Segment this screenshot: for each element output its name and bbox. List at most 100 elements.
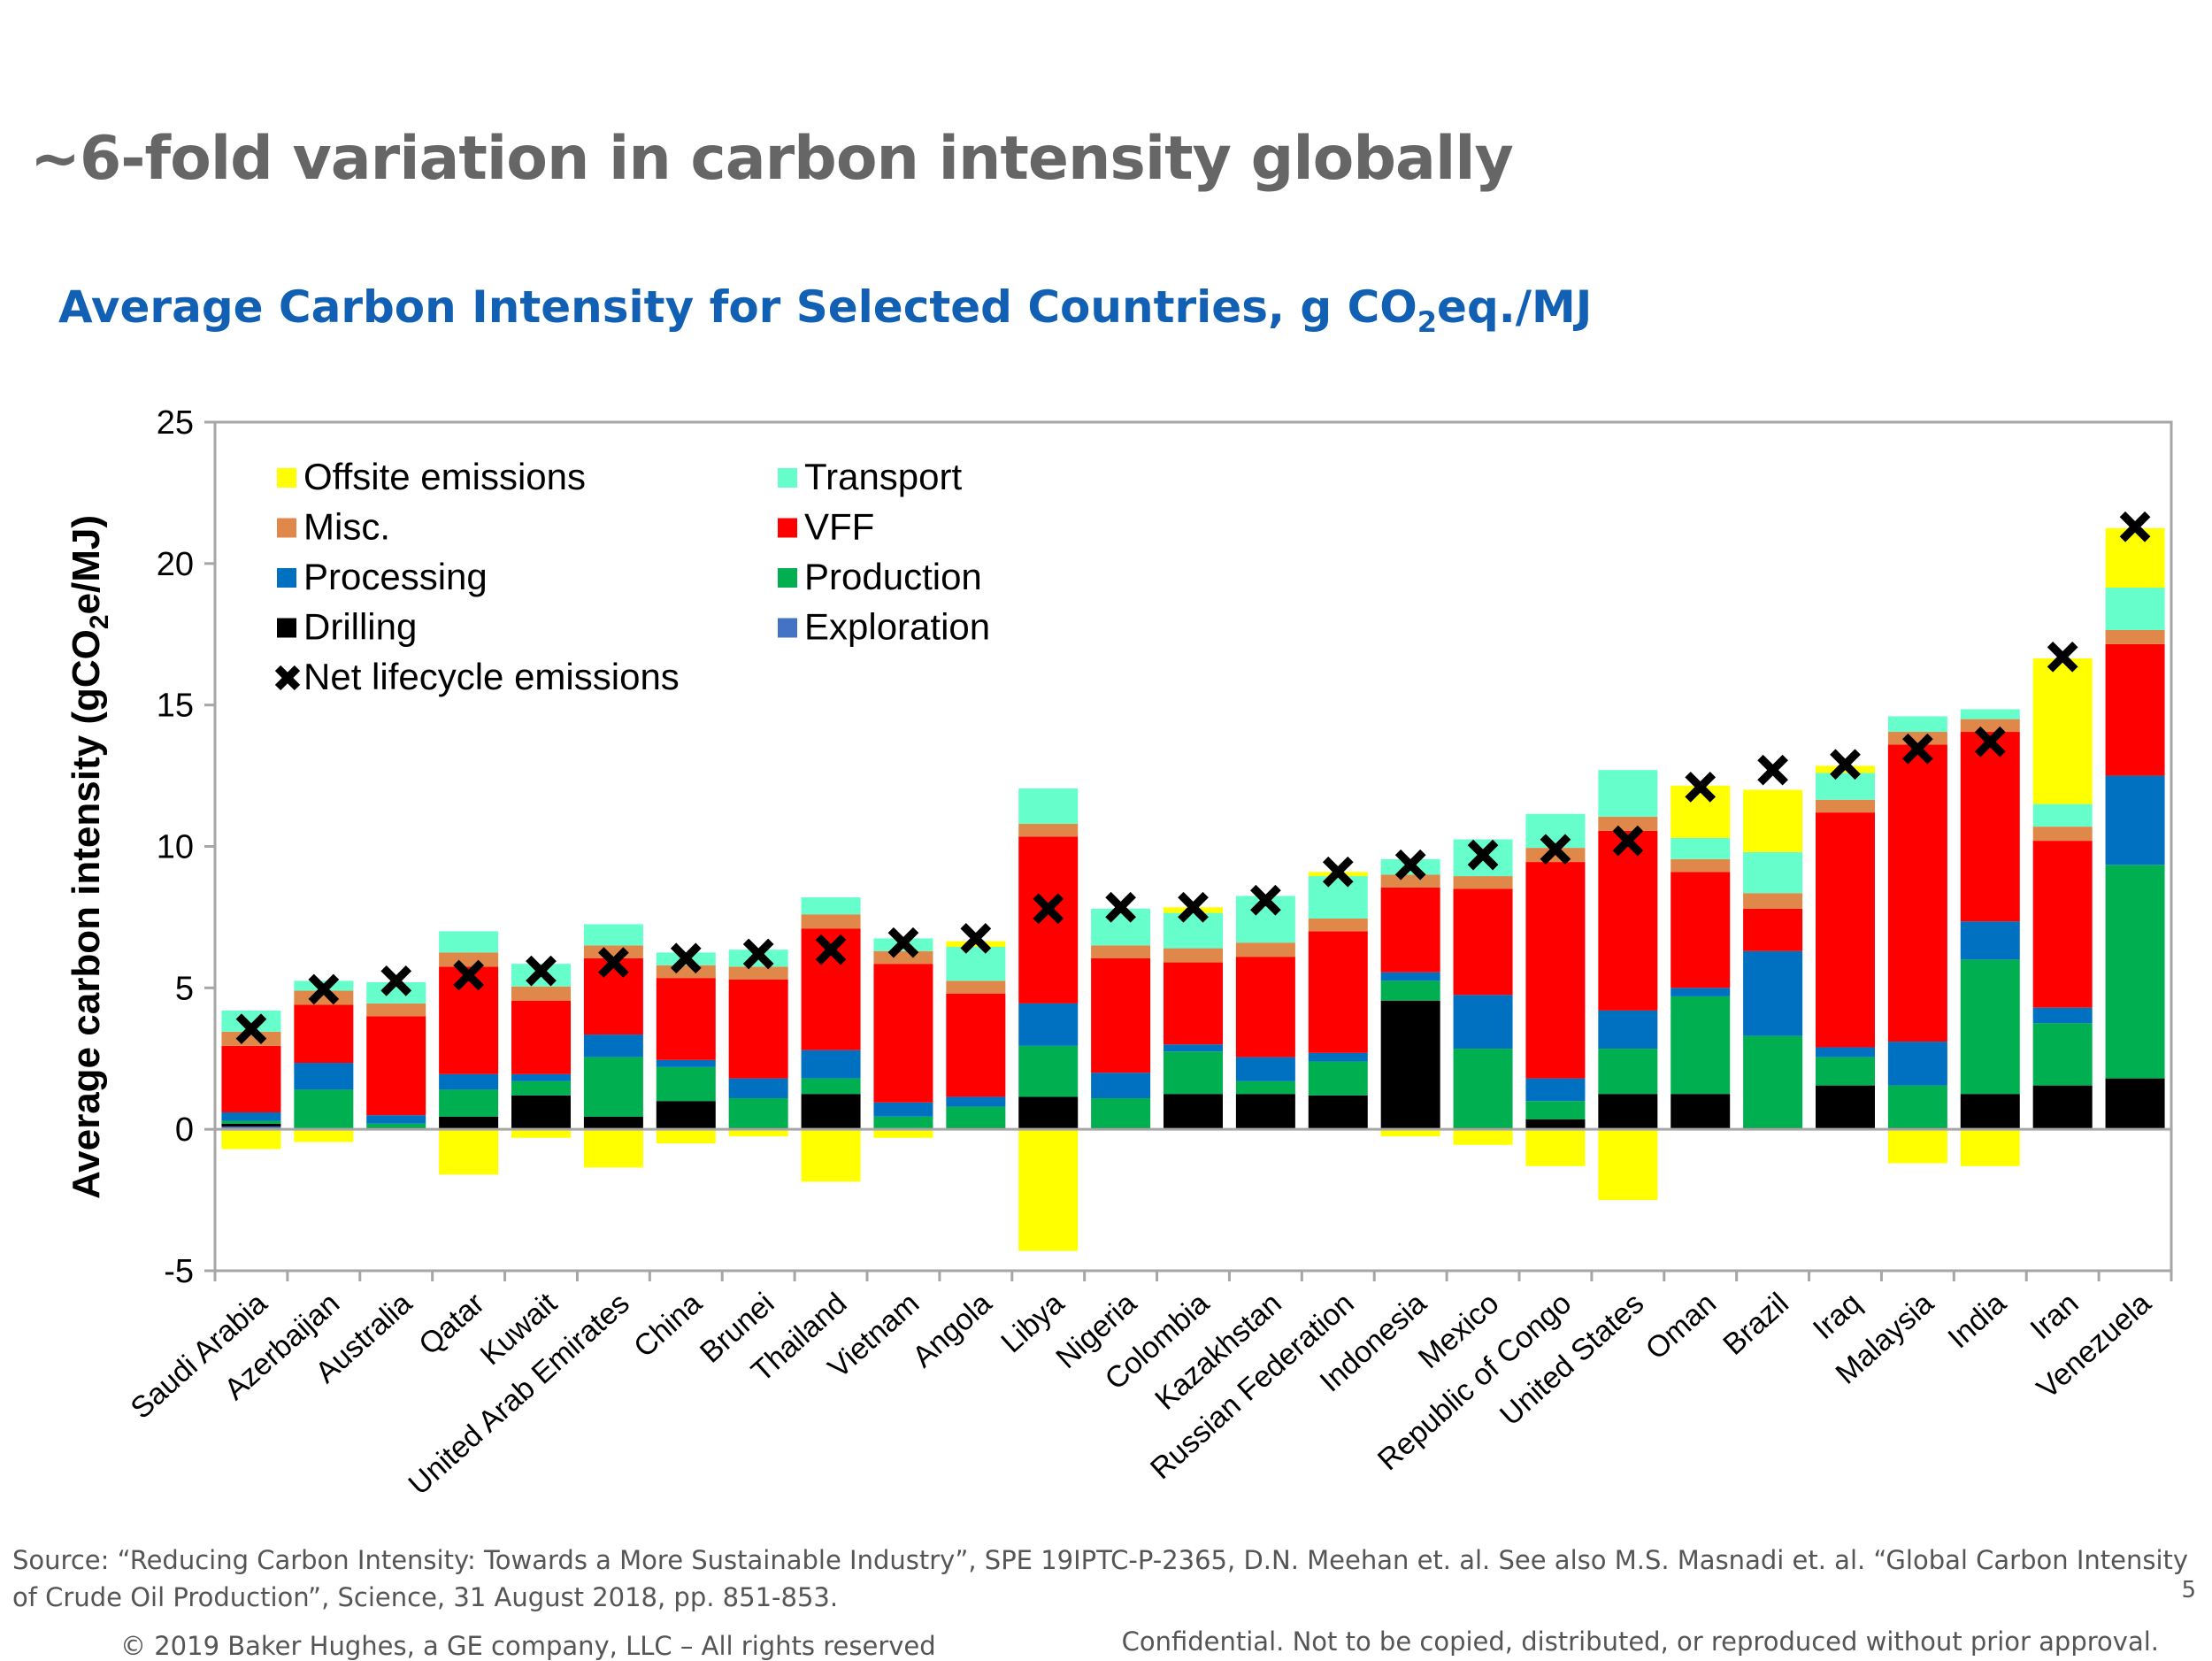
net-lifecycle-marker-china	[670, 942, 702, 974]
net-lifecycle-marker-angola	[960, 923, 992, 954]
bar-segment-processing-nigeria	[1091, 1073, 1151, 1099]
bar-segment-production-russian-federation	[1308, 1061, 1368, 1096]
bar-segment-transport-brazil	[1743, 851, 1803, 894]
bar-segment-processing-malaysia	[1887, 1042, 1947, 1086]
net-lifecycle-marker-venezuela	[2119, 511, 2151, 542]
bar-segment-offsite-emissions-mexico	[1453, 1129, 1513, 1145]
bar-segment-production-united-states	[1598, 1049, 1658, 1095]
bar-segment-processing-russian-federation	[1308, 1052, 1368, 1062]
net-lifecycle-marker-russian-federation	[1322, 856, 1354, 888]
y-tick-label: 10	[157, 829, 194, 866]
bar-segment-misc-brazil	[1743, 893, 1803, 909]
legend-label-exploration: Exploration	[804, 606, 990, 648]
net-lifecycle-marker-kazakhstan	[1250, 884, 1281, 916]
net-lifecycle-marker-colombia	[1178, 891, 1209, 923]
bar-segment-offsite-emissions-thailand	[801, 1129, 861, 1182]
bar-segment-vff-libya	[1018, 836, 1079, 1004]
bar-segment-production-indonesia	[1380, 980, 1440, 1001]
y-tick-label: 5	[175, 970, 194, 1007]
bar-segment-misc-saudi-arabia	[221, 1031, 281, 1046]
bar-segment-production-saudi-arabia	[221, 1120, 281, 1124]
bar-segment-processing-qatar	[439, 1073, 499, 1090]
bar-segment-drilling-colombia	[1164, 1094, 1223, 1130]
bar-segment-production-nigeria	[1091, 1098, 1151, 1128]
bar-segment-misc-libya	[1018, 823, 1079, 837]
bar-segment-vff-kazakhstan	[1235, 957, 1295, 1057]
chart-heading-unit: eq./MJ	[1437, 281, 1593, 333]
bar-segment-misc-venezuela	[2105, 629, 2165, 644]
bar-segment-production-oman	[1671, 996, 1731, 1095]
bar-segment-transport-iran	[2032, 804, 2093, 827]
bar-segment-misc-russian-federation	[1308, 919, 1368, 932]
bar-segment-vff-vietnam	[873, 964, 933, 1103]
bar-segment-offsite-emissions-libya	[1018, 1129, 1079, 1251]
bar-segment-transport-oman	[1671, 837, 1731, 859]
bar-segment-processing-united-arab-emirates	[583, 1034, 643, 1057]
net-lifecycle-marker-kuwait	[526, 955, 557, 987]
bar-segment-exploration-saudi-arabia	[221, 1126, 281, 1130]
copyright-notice: © 2019 Baker Hughes, a GE company, LLC –…	[120, 1631, 936, 1661]
net-lifecycle-marker-mexico	[1467, 839, 1499, 871]
bar-segment-drilling-iraq	[1816, 1085, 1875, 1130]
net-lifecycle-marker-vietnam	[887, 927, 919, 958]
bar-segment-misc-malaysia	[1887, 732, 1947, 745]
bar-segment-offsite-emissions-oman	[1671, 785, 1731, 838]
bar-segment-offsite-emissions-republic-of-congo	[1525, 1129, 1586, 1166]
bar-segment-production-brunei	[728, 1098, 788, 1128]
bar-segment-misc-iraq	[1816, 799, 1875, 813]
bar-segment-misc-united-arab-emirates	[583, 945, 643, 958]
bar-segment-production-brazil	[1743, 1035, 1803, 1128]
bar-segment-vff-malaysia	[1887, 744, 1947, 1042]
x-tick-label: China	[627, 1287, 709, 1365]
bar-segment-production-mexico	[1453, 1049, 1513, 1128]
x-tick-label: Iraq	[1807, 1287, 1868, 1346]
x-tick-label: India	[1941, 1287, 2012, 1356]
bar-segment-offsite-emissions-china	[656, 1129, 716, 1144]
bar-segment-transport-venezuela	[2105, 588, 2165, 630]
legend-swatch-transport	[778, 468, 797, 488]
bar-segment-production-thailand	[801, 1078, 861, 1095]
legend-label-vff: VFF	[804, 506, 874, 548]
legend-label-production: Production	[804, 556, 982, 597]
legend-swatch-production	[778, 568, 797, 588]
bar-segment-processing-united-states	[1598, 1010, 1658, 1050]
bar-segment-drilling-qatar	[439, 1116, 499, 1130]
bar-segment-vff-nigeria	[1091, 957, 1151, 1073]
bar-segment-drilling-oman	[1671, 1094, 1731, 1130]
bar-segment-misc-qatar	[439, 952, 499, 967]
bar-segment-vff-kuwait	[511, 1000, 571, 1074]
net-lifecycle-marker-malaysia	[1902, 733, 1933, 765]
bar-segment-vff-russian-federation	[1308, 931, 1368, 1053]
bar-segment-offsite-emissions-vietnam	[873, 1129, 933, 1138]
bar-segment-drilling-venezuela	[2105, 1078, 2165, 1130]
legend-swatch-drilling	[277, 618, 296, 638]
bar-segment-vff-saudi-arabia	[221, 1045, 281, 1112]
bar-segment-production-qatar	[439, 1089, 499, 1117]
bar-segment-transport-india	[1960, 709, 2020, 719]
x-tick-label: Oman	[1640, 1287, 1723, 1366]
bar-segment-vff-united-arab-emirates	[583, 957, 643, 1035]
bar-segment-misc-kazakhstan	[1235, 942, 1295, 957]
bar-segment-misc-nigeria	[1091, 945, 1151, 958]
bar-segment-misc-thailand	[801, 914, 861, 929]
bar-segment-processing-republic-of-congo	[1525, 1078, 1586, 1102]
bar-segment-production-kuwait	[511, 1080, 571, 1096]
bar-segment-misc-china	[656, 965, 716, 979]
bar-segment-misc-colombia	[1164, 948, 1223, 963]
bar-segment-production-venezuela	[2105, 865, 2165, 1079]
bar-segment-drilling-republic-of-congo	[1525, 1119, 1586, 1130]
bar-segment-processing-libya	[1018, 1003, 1079, 1046]
bar-segment-misc-azerbaijan	[294, 990, 354, 1005]
bar-segment-drilling-united-arab-emirates	[583, 1116, 643, 1130]
bar-segment-offsite-emissions-brunei	[728, 1129, 788, 1137]
net-lifecycle-marker-indonesia	[1394, 849, 1426, 880]
legend-swatch-vff	[778, 518, 797, 538]
net-lifecycle-marker-azerbaijan	[308, 973, 340, 1005]
chart-heading-subscript: 2	[1417, 305, 1438, 339]
chart-heading: Average Carbon Intensity for Selected Co…	[58, 281, 1592, 339]
bar-segment-transport-qatar	[439, 931, 499, 953]
plot-area-border	[213, 420, 2173, 1273]
bar-segment-production-azerbaijan	[294, 1089, 354, 1130]
net-lifecycle-marker-australia	[380, 965, 412, 996]
bar-segment-vff-mexico	[1453, 888, 1513, 996]
